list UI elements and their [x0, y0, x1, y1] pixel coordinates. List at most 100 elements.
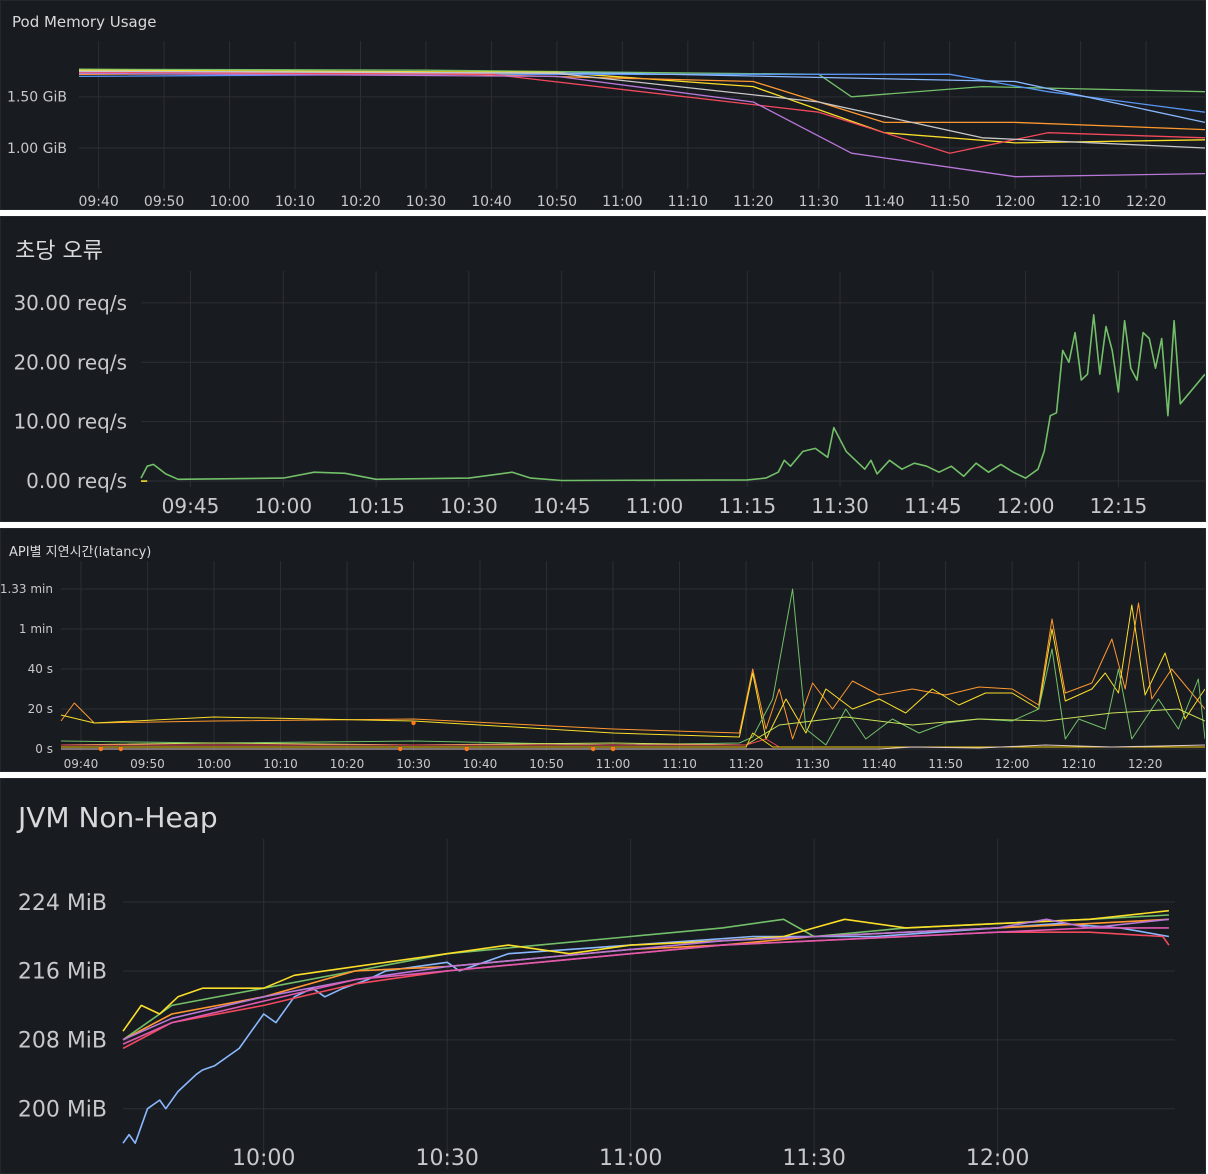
series-line-5: [122, 931, 1170, 1050]
x-tick-label: 10:10: [275, 194, 315, 210]
x-tick-label: 12:15: [1090, 494, 1148, 518]
series-line-1: [78, 68, 1205, 98]
series-line-1: [140, 314, 1205, 482]
pod-memory-panel: Pod Memory Usage 1.50 GiB 1.00 GiB 09:40 09…: [0, 0, 1206, 210]
x-tick-label: 12:00: [966, 1146, 1029, 1171]
x-tick-label: 12:00: [997, 494, 1055, 518]
x-tick-label: 11:15: [718, 494, 776, 518]
x-tick-label: 10:30: [396, 757, 431, 771]
errors-per-second-chart: 30.00 req/s 20.00 req/s 10.00 req/s 0.00 re…: [13, 271, 1205, 518]
x-tick-label: 10:50: [529, 757, 564, 771]
y-tick-label: 30.00 req/s: [13, 291, 127, 315]
x-tick-label: 10:10: [263, 757, 298, 771]
x-tick-label: 11:30: [811, 494, 869, 518]
series-line-7: [61, 744, 1205, 750]
y-tick-label: 1.00 GiB: [7, 141, 67, 157]
data-point-marker: [590, 746, 596, 752]
x-tick-label: 10:00: [209, 194, 249, 210]
x-tick-label: 10:40: [463, 757, 498, 771]
x-tick-label: 11:10: [662, 757, 697, 771]
panel-title: JVM Non-Heap: [18, 801, 218, 834]
x-tick-label: 12:20: [1128, 757, 1163, 771]
jvm-non-heap-panel: JVM Non-Heap 224 MiB 216 MiB 208 MiB 200 Mi…: [0, 778, 1206, 1174]
x-tick-label: 10:00: [232, 1146, 295, 1171]
x-tick-label: 09:45: [162, 494, 220, 518]
series-line-1: [60, 602, 1205, 740]
x-tick-label: 11:40: [862, 757, 897, 771]
data-point-marker: [98, 746, 104, 752]
series-line-6: [78, 72, 1205, 178]
series-line-6: [122, 918, 1169, 1041]
y-tick-label: 208 MiB: [18, 1029, 107, 1054]
series-line-3: [78, 73, 1205, 113]
x-tick-label: 10:30: [440, 494, 498, 518]
x-tick-label: 11:30: [795, 757, 830, 771]
x-tick-label: 10:20: [330, 757, 365, 771]
x-tick-label: 10:15: [347, 494, 405, 518]
x-tick-label: 11:50: [930, 194, 970, 210]
x-tick-label: 11:45: [904, 494, 962, 518]
x-tick-label: 11:30: [782, 1146, 845, 1171]
x-tick-label: 12:20: [1126, 194, 1166, 210]
data-point-marker: [118, 746, 124, 752]
x-tick-label: 11:00: [602, 194, 642, 210]
x-tick-label: 12:00: [995, 194, 1035, 210]
x-tick-label: 09:40: [64, 757, 99, 771]
y-tick-label: 40 s: [28, 662, 53, 676]
y-tick-label: 20.00 req/s: [13, 350, 127, 374]
x-tick-label: 10:50: [537, 194, 577, 210]
y-tick-label: 224 MiB: [18, 891, 107, 916]
api-latency-chart: 1.33 min 1 min 40 s 20 s 0 s 09:40 09:50 10:00 1…: [1, 561, 1205, 771]
x-tick-label: 09:50: [130, 757, 165, 771]
series-line-4: [60, 708, 1205, 746]
series-line-1: [122, 922, 1170, 1145]
panel-title: 초당 오류: [15, 239, 103, 264]
panel-title: Pod Memory Usage: [12, 13, 157, 31]
x-tick-label: 11:20: [733, 194, 773, 210]
errors-per-second-panel: 초당 오류 30.00 req/s 20.00 req/s 10.00 req/s 0…: [0, 216, 1206, 522]
x-tick-label: 10:40: [471, 194, 511, 210]
x-tick-label: 11:00: [596, 757, 631, 771]
series-line-2: [122, 914, 1169, 1041]
y-tick-label: 1.50 GiB: [7, 90, 67, 106]
series-line-3: [122, 909, 1169, 1032]
y-tick-label: 20 s: [28, 702, 53, 716]
series-line-2: [78, 69, 1205, 144]
series-line-5: [78, 71, 1205, 154]
series-line-8: [78, 70, 1205, 149]
x-tick-label: 11:40: [864, 194, 904, 210]
data-point-marker: [610, 746, 616, 752]
x-tick-label: 11:00: [599, 1146, 662, 1171]
x-tick-label: 10:00: [197, 757, 232, 771]
x-tick-label: 10:20: [340, 194, 380, 210]
series-line-2: [60, 604, 1205, 740]
y-tick-label: 0.00 req/s: [26, 469, 127, 493]
x-tick-label: 10:45: [533, 494, 591, 518]
jvm-non-heap-chart: 224 MiB 216 MiB 208 MiB 200 MiB 10:00 10:30 11…: [18, 839, 1175, 1171]
x-tick-label: 11:20: [729, 757, 764, 771]
y-tick-label: 1.33 min: [1, 582, 53, 596]
x-tick-label: 11:00: [626, 494, 684, 518]
series-line-4: [122, 918, 1169, 1041]
x-tick-label: 11:30: [799, 194, 839, 210]
pod-memory-chart: 1.50 GiB 1.00 GiB 09:40 09:50 10:00 10:10 10:2…: [7, 41, 1205, 210]
data-point-marker: [398, 746, 403, 752]
x-tick-label: 12:10: [1061, 757, 1096, 771]
x-tick-label: 10:30: [406, 194, 446, 210]
y-tick-label: 1 min: [19, 622, 53, 636]
x-tick-label: 12:10: [1060, 194, 1100, 210]
data-point-marker: [411, 720, 416, 726]
x-tick-label: 11:50: [928, 757, 963, 771]
y-tick-label: 0 s: [35, 742, 53, 756]
y-tick-label: 200 MiB: [18, 1097, 107, 1122]
series-line-4: [78, 72, 1205, 131]
x-tick-label: 09:40: [78, 194, 118, 210]
series-line-7: [122, 927, 1169, 1045]
series-line-3: [60, 588, 1205, 746]
x-tick-label: 10:30: [415, 1146, 478, 1171]
y-tick-label: 10.00 req/s: [13, 410, 127, 434]
y-tick-label: 216 MiB: [18, 960, 107, 985]
api-latency-panel: API별 지연시간(latancy) 1.33 min 1 min 40 s 20 s…: [0, 528, 1206, 772]
x-tick-label: 09:50: [144, 194, 184, 210]
x-tick-label: 12:00: [995, 757, 1030, 771]
